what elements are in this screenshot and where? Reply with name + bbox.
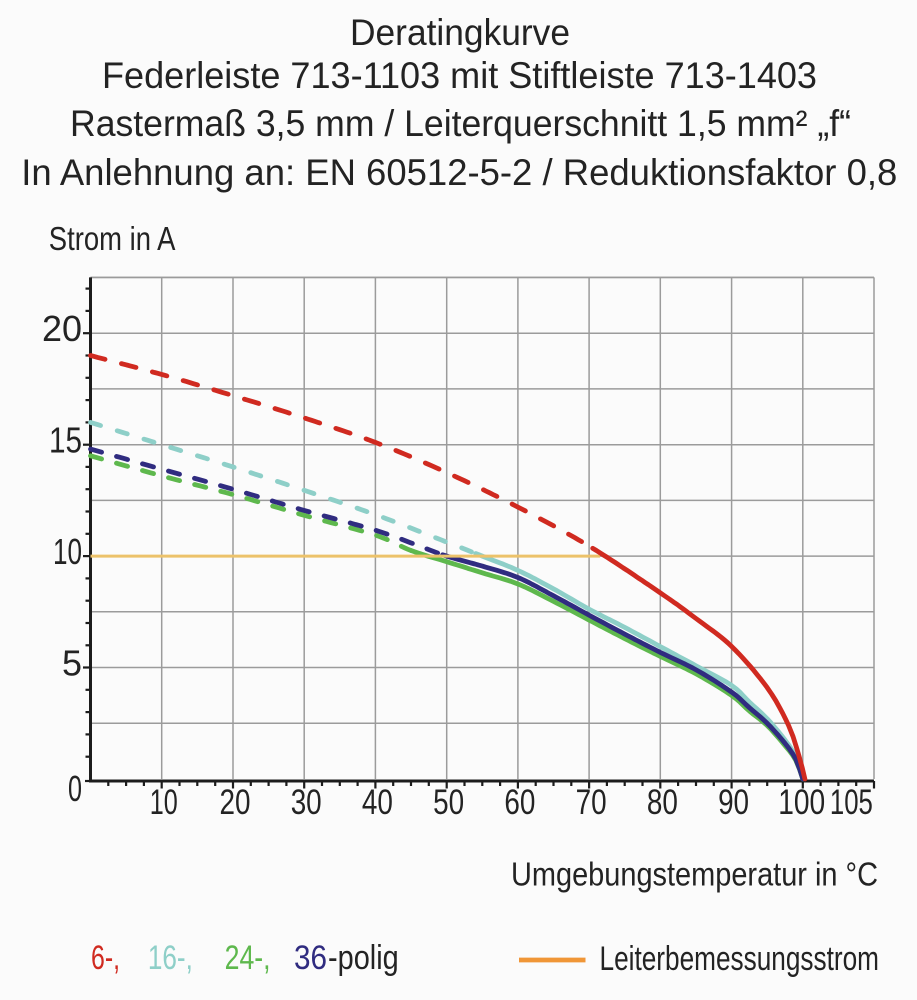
svg-text:Leiterbemessungsstrom: Leiterbemessungsstrom (600, 940, 880, 978)
svg-text:Federleiste 713-1103 mit Stift: Federleiste 713-1103 mit Stiftleiste 713… (102, 55, 817, 96)
svg-text:20: 20 (219, 783, 250, 822)
svg-text:40: 40 (362, 783, 393, 822)
svg-text:10: 10 (150, 783, 178, 822)
svg-text:15: 15 (49, 420, 82, 461)
svg-text:6-,: 6-, (91, 939, 120, 977)
svg-text:80: 80 (647, 783, 678, 822)
svg-text:-polig: -polig (328, 939, 399, 977)
svg-text:50: 50 (433, 783, 464, 822)
svg-text:Umgebungstemperatur in °C: Umgebungstemperatur in °C (511, 856, 878, 893)
svg-text:0: 0 (68, 768, 82, 809)
svg-text:20: 20 (42, 308, 82, 349)
svg-text:Deratingkurve: Deratingkurve (350, 12, 570, 53)
svg-text:30: 30 (291, 783, 322, 822)
svg-text:90: 90 (718, 783, 749, 822)
svg-text:5: 5 (62, 643, 82, 684)
svg-text:60: 60 (504, 783, 535, 822)
svg-text:36: 36 (294, 939, 327, 977)
svg-text:In Anlehnung an: EN 60512-5-2: In Anlehnung an: EN 60512-5-2 / Reduktio… (21, 152, 897, 193)
svg-text:Rastermaß 3,5 mm / Leiterquers: Rastermaß 3,5 mm / Leiterquerschnitt 1,5… (70, 103, 851, 144)
svg-text:70: 70 (576, 783, 607, 822)
svg-text:105: 105 (830, 783, 873, 822)
svg-text:Strom in A: Strom in A (49, 220, 176, 257)
svg-text:24-,: 24-, (225, 939, 271, 977)
svg-text:10: 10 (53, 531, 82, 572)
svg-text:16-,: 16-, (148, 939, 193, 977)
svg-text:100: 100 (778, 783, 825, 822)
